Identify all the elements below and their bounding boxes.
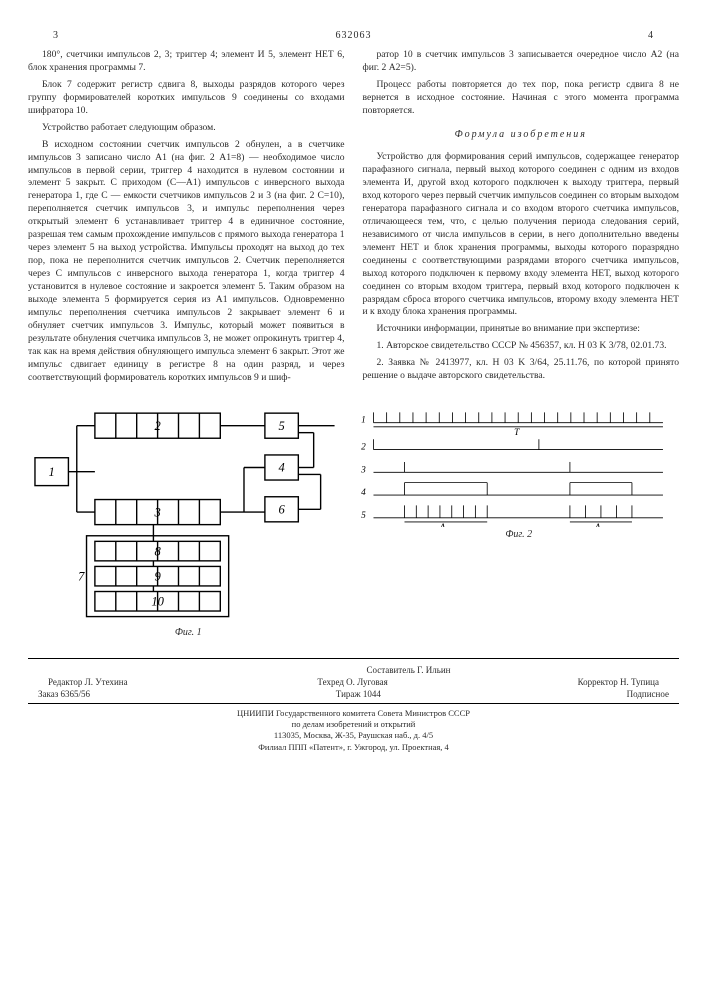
podpis: Подписное <box>627 689 669 699</box>
doc-number: 632063 <box>336 30 372 41</box>
l-p4: В исходном состоянии счетчик импульсов 2… <box>28 139 345 385</box>
footer: Составитель Г. Ильин Редактор Л. Утехина… <box>28 658 679 752</box>
left-column: 180°, счетчики импульсов 2, 3; триггер 4… <box>28 49 345 388</box>
figures-row: 71254638910 Фиг. 1 1T2345A₁A₂ Фиг. 2 <box>28 402 679 638</box>
org2: по делам изобретений и открытий <box>28 719 679 730</box>
r-p2: Процесс работы повторяется до тех пор, п… <box>363 79 680 118</box>
compiler: Составитель Г. Ильин <box>366 665 450 675</box>
svg-text:5: 5 <box>361 511 366 521</box>
org1: ЦНИИПИ Государственного комитета Совета … <box>28 708 679 719</box>
right-column: ратор 10 в счетчик импульсов 3 записывае… <box>363 49 680 388</box>
svg-text:2: 2 <box>361 443 366 453</box>
svg-text:5: 5 <box>278 419 284 433</box>
page-right: 4 <box>648 30 654 41</box>
fig1-svg: 71254638910 <box>28 402 349 625</box>
addr2: Филиал ППП «Патент», г. Ужгород, ул. Про… <box>28 742 679 753</box>
page-header: 3 632063 4 <box>28 30 679 41</box>
fig2-caption: Фиг. 2 <box>359 529 680 540</box>
page-left: 3 <box>53 30 59 41</box>
addr1: 113035, Москва, Ж-35, Раушская наб., д. … <box>28 730 679 741</box>
figure-1: 71254638910 Фиг. 1 <box>28 402 349 638</box>
l-p1: 180°, счетчики импульсов 2, 3; триггер 4… <box>28 49 345 75</box>
fig2-svg: 1 T 2 3 4 5 A₁ A₂ <box>359 402 680 526</box>
footer-org: ЦНИИПИ Государственного комитета Совета … <box>28 703 679 752</box>
r-p3: Устройство для формирования серий импуль… <box>363 151 680 319</box>
fig1-caption: Фиг. 1 <box>28 627 349 638</box>
order: Заказ 6365/56 <box>38 689 90 699</box>
svg-text:7: 7 <box>78 570 85 584</box>
ref2: 2. Заявка № 2413977, кл. H 03 K 3/64, 25… <box>363 357 680 383</box>
svg-text:T: T <box>514 429 520 439</box>
formula-title: Формула изобретения <box>363 128 680 142</box>
l-p3: Устройство работает следующим образом. <box>28 122 345 135</box>
svg-text:4: 4 <box>278 461 284 475</box>
techred: Техред О. Луговая <box>317 677 387 687</box>
corrector: Корректор Н. Тупица <box>578 677 659 687</box>
svg-text:4: 4 <box>361 488 366 498</box>
svg-text:6: 6 <box>278 503 285 517</box>
tiraz: Тираж 1044 <box>336 689 381 699</box>
svg-text:A₁: A₁ <box>438 524 448 527</box>
svg-text:A₂: A₂ <box>593 524 604 527</box>
figure-2: 1 T 2 3 4 5 A₁ A₂ Фиг. 2 <box>359 402 680 638</box>
r-p1: ратор 10 в счетчик импульсов 3 записывае… <box>363 49 680 75</box>
footer-order-row: Заказ 6365/56 Тираж 1044 Подписное <box>28 689 679 699</box>
refs-title: Источники информации, принятые во вниман… <box>363 323 680 336</box>
svg-text:1: 1 <box>361 416 366 426</box>
text-columns: 180°, счетчики импульсов 2, 3; триггер 4… <box>28 49 679 388</box>
editor: Редактор Л. Утехина <box>48 677 128 687</box>
footer-compiler-row: Составитель Г. Ильин <box>28 665 679 675</box>
svg-text:1: 1 <box>49 465 55 479</box>
footer-editors-row: Редактор Л. Утехина Техред О. Луговая Ко… <box>28 677 679 687</box>
page-root: { "header": { "page_left": "3", "doc_num… <box>0 0 707 1000</box>
svg-text:3: 3 <box>360 466 366 476</box>
l-p2: Блок 7 содержит регистр сдвига 8, выходы… <box>28 79 345 118</box>
ref1: 1. Авторское свидетельство СССР № 456357… <box>363 340 680 353</box>
